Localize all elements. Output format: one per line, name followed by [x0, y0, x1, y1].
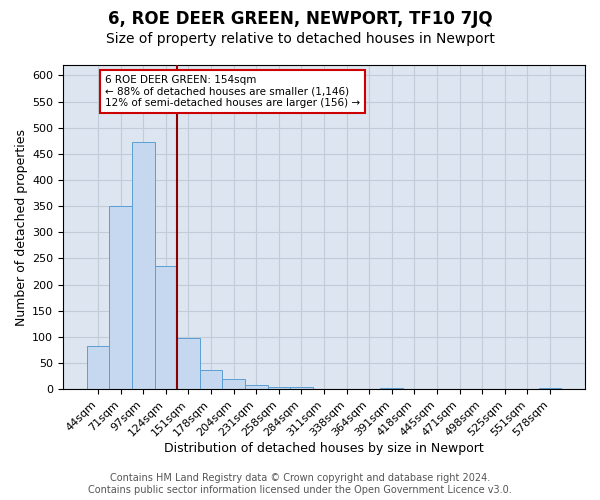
Bar	[155, 266, 177, 389]
Text: 6 ROE DEER GREEN: 154sqm
← 88% of detached houses are smaller (1,146)
12% of sem: 6 ROE DEER GREEN: 154sqm ← 88% of detach…	[105, 74, 360, 108]
Bar	[200, 370, 223, 389]
X-axis label: Distribution of detached houses by size in Newport: Distribution of detached houses by size …	[164, 442, 484, 455]
Bar	[380, 388, 403, 389]
Bar	[223, 379, 245, 389]
Text: Contains HM Land Registry data © Crown copyright and database right 2024.
Contai: Contains HM Land Registry data © Crown c…	[88, 474, 512, 495]
Bar	[132, 142, 155, 389]
Text: 6, ROE DEER GREEN, NEWPORT, TF10 7JQ: 6, ROE DEER GREEN, NEWPORT, TF10 7JQ	[107, 10, 493, 28]
Bar	[87, 346, 109, 389]
Y-axis label: Number of detached properties: Number of detached properties	[15, 128, 28, 326]
Bar	[109, 206, 132, 389]
Bar	[268, 386, 290, 389]
Bar	[177, 338, 200, 389]
Bar	[539, 388, 561, 389]
Bar	[290, 386, 313, 389]
Text: Size of property relative to detached houses in Newport: Size of property relative to detached ho…	[106, 32, 494, 46]
Bar	[245, 385, 268, 389]
